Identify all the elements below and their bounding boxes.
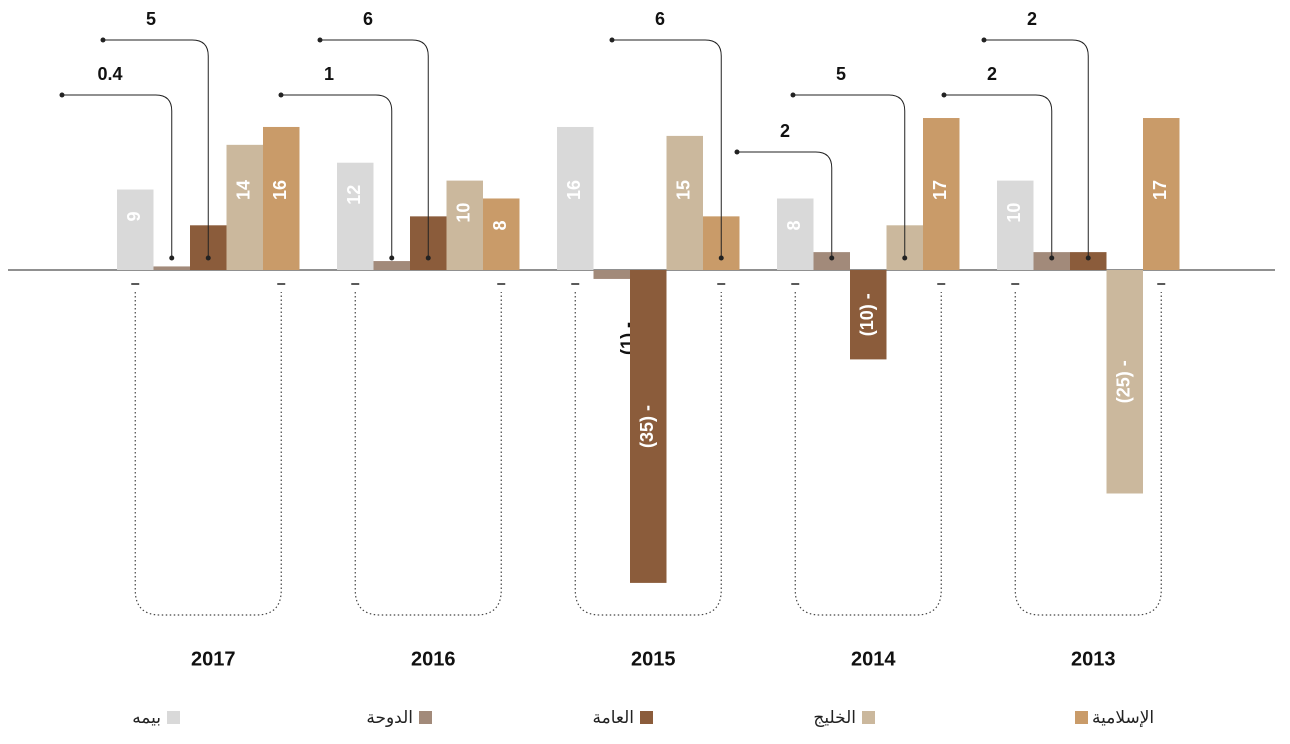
bar (630, 270, 667, 583)
callout-line (320, 39, 429, 258)
bar (153, 266, 190, 270)
legend-swatch (1075, 711, 1088, 724)
bar (1143, 118, 1180, 271)
callout-dot (734, 149, 740, 155)
bar (117, 189, 154, 270)
callout-line (281, 94, 393, 258)
callout-line (612, 39, 722, 258)
callout-line (62, 94, 173, 258)
callout-line (737, 151, 833, 258)
data-label: (10) - (857, 293, 877, 336)
callout-dot (389, 255, 395, 261)
group-bracket (794, 292, 942, 616)
data-label: 10 (1004, 203, 1024, 223)
data-label: 6 (655, 9, 665, 29)
data-label: 12 (344, 185, 364, 205)
group-bracket (574, 292, 722, 616)
bar (593, 270, 630, 279)
group-bracket (134, 292, 282, 616)
data-label: 5 (836, 64, 846, 84)
legend-swatch (419, 711, 432, 724)
bar (1070, 252, 1107, 270)
callout-dot (609, 37, 615, 43)
group-bracket (354, 292, 502, 616)
data-label: 10 (454, 203, 474, 223)
data-label: 5 (146, 9, 156, 29)
bar (226, 144, 263, 270)
bar (557, 126, 594, 271)
data-label: 0.4 (97, 64, 122, 84)
callout-line (984, 39, 1089, 258)
x-tick-label: 2014 (851, 648, 896, 670)
data-label: (35) - (637, 405, 657, 448)
data-label: 15 (674, 180, 694, 200)
data-label: 16 (270, 180, 290, 200)
data-label: 16 (564, 180, 584, 200)
x-tick-label: 2016 (411, 648, 456, 670)
bar (337, 162, 374, 270)
callout-dot (1049, 255, 1055, 261)
group-bracket (1014, 292, 1162, 616)
callout-dot (278, 92, 284, 98)
data-label: 2 (780, 121, 790, 141)
callout-dot (790, 92, 796, 98)
legend-swatch (862, 711, 875, 724)
data-label: 17 (930, 180, 950, 200)
callout-dot (902, 255, 908, 261)
x-tick-label: 2013 (1071, 648, 1116, 670)
data-label: 2 (1027, 9, 1037, 29)
legend-label: الخليج (813, 708, 856, 728)
callout-dot (981, 37, 987, 43)
bar (483, 198, 520, 270)
data-label: 14 (234, 180, 254, 200)
callout-dot (718, 255, 724, 261)
legend-swatch (640, 711, 653, 724)
bar (1106, 270, 1143, 494)
legend-label: بيمه (132, 708, 161, 728)
legend-label: العامة (592, 708, 634, 728)
bar (923, 118, 960, 271)
bar (666, 135, 703, 270)
callout-dot (317, 37, 323, 43)
callout-dot (941, 92, 947, 98)
bar (813, 252, 850, 270)
callout-dot (425, 255, 431, 261)
data-label: 17 (1150, 180, 1170, 200)
data-label: 6 (363, 9, 373, 29)
x-tick-label: 2015 (631, 648, 676, 670)
bar (777, 198, 814, 270)
bar (373, 261, 410, 270)
callout-dot (100, 37, 106, 43)
callout-dot (169, 255, 175, 261)
bar (263, 126, 300, 271)
callout-dot (205, 255, 211, 261)
bar (446, 180, 483, 270)
callout-dot (59, 92, 65, 98)
data-label: 8 (784, 220, 804, 230)
legend-label: الدوحة (366, 708, 413, 728)
callout-dot (1085, 255, 1091, 261)
callout-line (793, 94, 906, 258)
data-label: 9 (124, 212, 144, 222)
legend-swatch (167, 711, 180, 724)
data-label: 1 (324, 64, 334, 84)
x-tick-label: 2017 (191, 648, 236, 670)
callout-dot (829, 255, 835, 261)
data-label: (25) - (1114, 360, 1134, 403)
legend-label: الإسلامية (1092, 708, 1154, 728)
data-label: 8 (490, 220, 510, 230)
bar (997, 180, 1034, 270)
data-label: 2 (987, 64, 997, 84)
callout-line (944, 94, 1053, 258)
bar (850, 270, 887, 360)
callout-line (103, 39, 209, 258)
bar (1033, 252, 1070, 270)
